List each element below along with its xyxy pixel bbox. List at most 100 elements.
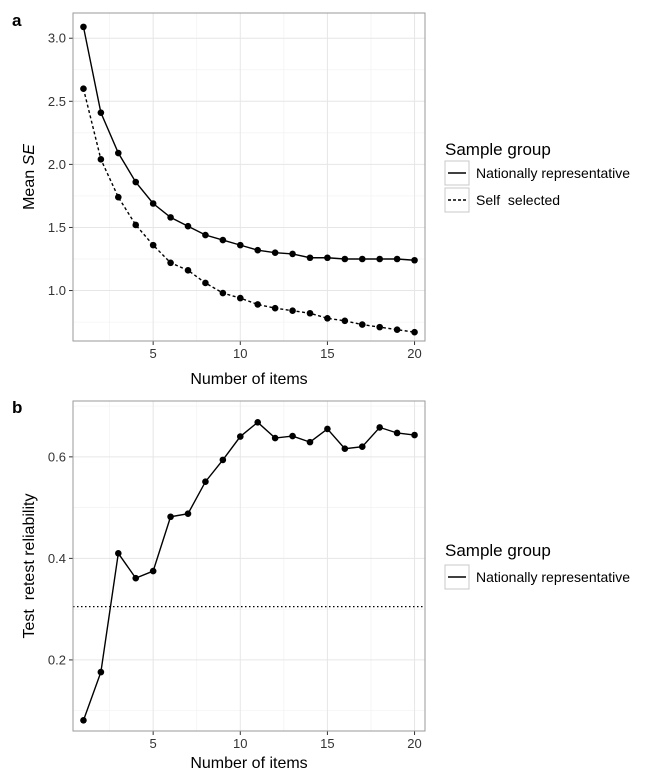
panel-b-series-1-point [324,425,331,433]
panel-a-series-1-point [80,23,87,31]
panel-a-series-1-point [115,149,122,157]
panel-a-series-2-line [82,88,415,333]
panel-a-y-tick-label: 2.5 [48,94,66,109]
panel-a-series-1-point [324,254,331,262]
panel-a-legend-label-2: Self selected [476,192,560,208]
panel-a-series-1-point [341,255,349,263]
panel-a-series-1-point [184,222,192,230]
panel-a-series-1-point [411,256,418,264]
panel-b-x-ticks: 5 10 15 20 [150,731,422,751]
panel-a: a 1.0 1.5 2.0 2.5 3.0 5 10 15 20 Number of item… [12,11,630,388]
panel-a-x-tick-label: 15 [320,346,334,361]
panel-a-series-1-point [149,200,157,207]
panel-a-plot-border [72,12,426,342]
panel-b: b 0.2 0.4 0.6 5 10 15 20 Number of items Test… [12,398,630,772]
panel-b-series-1-point [341,445,349,453]
panel-a-y-tick-label: 1.0 [48,283,66,298]
panel-a-plot-area [72,12,426,342]
panel-b-series-1-point [115,550,122,557]
panel-b-legend: Sample group Nationally representative [444,541,630,590]
panel-a-series-2-point [132,221,140,229]
panel-a-series-1-point [393,255,401,263]
panel-a-series-2-point [393,326,401,333]
panel-b-x-axis-title: Number of items [190,755,307,772]
panel-b-series-1-point [149,567,157,575]
panel-a-x-tick-label: 10 [233,346,247,361]
panel-a-series-2-point [341,317,349,325]
panel-a-y-ticks: 1.0 1.5 2.0 2.5 3.0 [48,31,73,298]
panel-b-series-1-point [202,478,209,486]
panel-a-y-axis-title-prefix: Mean [21,165,38,209]
panel-a-series-2-point [167,259,174,267]
panel-b-y-ticks: 0.2 0.4 0.6 [48,449,73,667]
panel-a-series-1-point [271,249,279,256]
panel-a-series-2-point [324,314,331,322]
panel-b-series-1-point [411,431,418,439]
panel-b-data [80,419,418,724]
panel-b-series-1-point [97,668,105,676]
panel-b-x-tick-label: 5 [150,736,157,751]
panel-a-series-2-point [271,304,279,312]
panel-a-y-tick-label: 3.0 [48,31,66,46]
panel-a-series-2-point [306,309,314,317]
panel-a-series-2-point [289,307,296,315]
panel-a-x-ticks: 5 10 15 20 [150,341,422,361]
panel-a-series-1-point [254,246,262,254]
panel-a-y-tick-label: 1.5 [48,220,66,235]
panel-b-series-1-point [271,434,279,442]
panel-a-series-2-point [80,85,87,92]
panel-b-legend-title: Sample group [445,541,551,560]
panel-a-series-2-point [219,289,227,297]
panel-a-x-axis-title: Number of items [190,371,307,388]
panel-a-series-2-point [358,321,366,328]
panel-a-series-2-point [254,301,262,308]
panel-a-series-1-point [202,231,209,239]
panel-b-y-tick-label: 0.4 [48,551,66,566]
panel-a-series-1-point [132,178,140,186]
panel-b-series-1-point [167,513,174,521]
panel-a-series-1-point [358,255,366,263]
panel-a-series-2-point [202,279,209,287]
panel-b-series-1-point [236,433,244,440]
panel-a-data [80,23,418,336]
panel-a-series-1-point [219,236,227,244]
panel-b-plot-border [72,400,426,732]
panel-b-grid [73,401,425,731]
panel-a-legend-title: Sample group [445,140,551,159]
panel-b-series-1-point [358,443,366,450]
panel-a-letter: a [12,11,22,30]
panel-b-series-1-point [393,429,401,437]
panel-b-y-axis-title: Test retest reliability [21,494,38,639]
panel-a-x-tick-label: 5 [150,346,157,361]
panel-a-series-1-point [306,254,314,262]
panel-a-legend: Sample group Nationally representative S… [444,140,630,213]
panel-b-series-1-point [219,456,227,464]
panel-b-series-1-point [132,574,140,582]
panel-b-legend-label-1: Nationally representative [476,569,630,585]
panel-b-x-tick-label: 15 [320,736,334,751]
panel-a-y-axis-title-italic: SE [21,144,38,166]
panel-b-series-1-point [254,419,262,426]
panel-a-series-2-point [115,193,122,201]
panel-a-series-2-point [236,294,244,302]
panel-b-x-tick-label: 10 [233,736,247,751]
panel-a-y-axis-title: Mean SE [21,144,38,210]
panel-a-legend-label-1: Nationally representative [476,165,630,181]
panel-b-y-tick-label: 0.2 [48,652,66,667]
panel-b-series-1-point [306,438,314,446]
panel-a-grid [73,13,425,341]
panel-a-series-1-point [97,109,105,116]
panel-a-series-2-point [376,323,383,331]
panel-a-series-2-point [411,328,418,336]
panel-b-series-1-point [376,424,383,431]
panel-a-series-2-point [149,241,157,249]
panel-a-series-2-point [184,267,192,274]
panel-a-x-tick-label: 20 [407,346,421,361]
panel-b-y-tick-label: 0.6 [48,449,66,464]
panel-a-series-2-point [97,156,105,163]
panel-a-series-1-point [236,241,244,249]
panel-a-series-1-point [167,214,174,221]
panel-b-letter: b [12,398,22,417]
panel-b-x-tick-label: 20 [407,736,421,751]
